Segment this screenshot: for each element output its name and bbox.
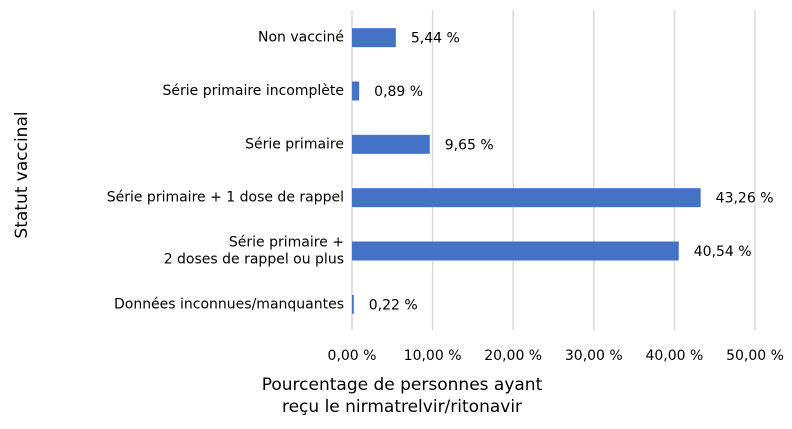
y-tick-label: Non vacciné: [258, 30, 344, 46]
x-tick-label: 30,00 %: [565, 348, 623, 364]
data-label: 0,22 %: [369, 297, 418, 313]
y-tick-label: Données inconnues/manquantes: [114, 296, 344, 312]
data-label: 0,89 %: [374, 84, 423, 100]
y-tick-label: Série primaire incomplète: [162, 83, 344, 99]
bar: [352, 134, 430, 154]
bar: [352, 28, 396, 48]
data-label: 5,44 %: [411, 31, 460, 47]
data-label: 9,65 %: [445, 137, 494, 153]
x-tick-label: 10,00 %: [404, 348, 462, 364]
y-tick-label: Série primaire +2 doses de rappel ou plu…: [164, 235, 344, 268]
x-tick-label: 50,00 %: [726, 348, 784, 364]
x-tick-label: 20,00 %: [484, 348, 542, 364]
x-tick-label: 40,00 %: [645, 348, 703, 364]
data-label: 40,54 %: [694, 244, 752, 260]
bar: [352, 294, 354, 314]
y-axis-title: Statut vaccinal: [12, 111, 32, 238]
x-axis-title: Pourcentage de personnes ayant reçu le ni…: [262, 375, 543, 417]
data-label: 43,26 %: [716, 191, 774, 207]
bar: [352, 241, 679, 261]
bar: [352, 188, 701, 208]
bar: [352, 81, 360, 101]
y-tick-label: Série primaire: [245, 136, 344, 152]
y-tick-label: Série primaire + 1 dose de rappel: [107, 190, 344, 206]
x-tick-label: 0,00 %: [328, 348, 377, 364]
